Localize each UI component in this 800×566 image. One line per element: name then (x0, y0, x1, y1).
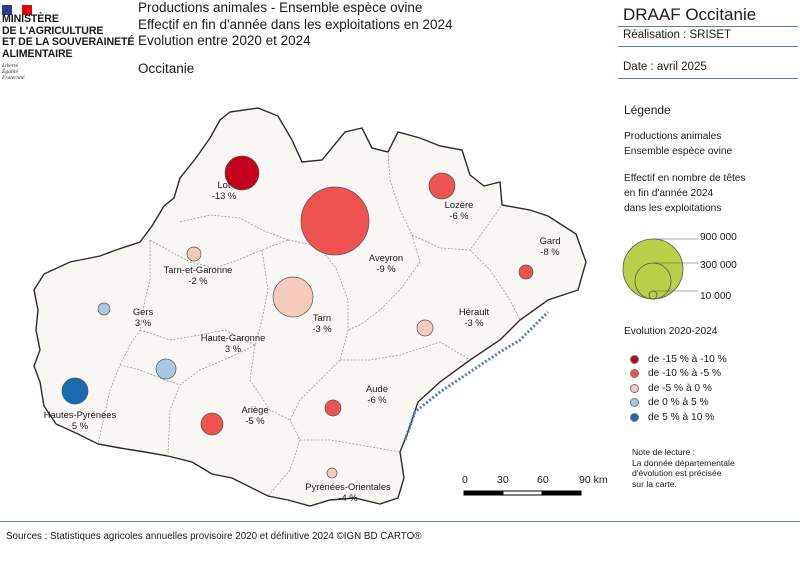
department-name: Gard (539, 235, 561, 246)
evolution-class-label: de -5 % à 0 % (648, 382, 712, 394)
evolution-class-item: de -15 % à -10 % (630, 353, 727, 365)
occitanie-map (33, 107, 587, 520)
department-evolution: 3 % (134, 317, 152, 328)
label-aude: Aude -6 % (366, 383, 388, 405)
divider (618, 26, 798, 27)
realisation-text: Réalisation : SRISET (623, 29, 732, 41)
evolution-class-label: de -10 % à -5 % (648, 368, 722, 379)
evolution-class-item: de -5 % à 0 % (630, 382, 712, 394)
evolution-class-label: de 0 % à 5 % (648, 397, 709, 408)
department-name: Haute-Garonne (200, 332, 266, 343)
department-name: Tarn-et-Garonne (163, 264, 233, 275)
legend-theme: Productions animales Ensemble espèce ovi… (624, 131, 733, 157)
department-evolution: -6 % (449, 210, 469, 221)
department-evolution: -8 % (540, 246, 560, 257)
proportional-circles (61, 155, 534, 479)
department-evolution: -5 % (245, 415, 265, 426)
circle-herault (416, 319, 434, 337)
circle-gers (97, 302, 111, 316)
evolution-swatch (630, 369, 639, 378)
region-name: Occitanie (138, 61, 195, 76)
department-evolution: -2 % (188, 275, 208, 286)
coastline (403, 310, 550, 441)
label-hautes-pyrenees: Hautes-Pyrénées 5 % (44, 409, 116, 431)
label-lozere: Lozère -6 % (445, 199, 474, 221)
circle-tarn-et-garonne (186, 246, 202, 262)
evolution-swatch (630, 398, 639, 407)
department-name: Aude (366, 383, 388, 394)
republic-motto: Liberté Égalité Fraternité (2, 63, 25, 81)
legend-title: Légende (624, 103, 671, 117)
label-herault: Hérault -3 % (459, 306, 489, 328)
evolution-class-item: de 5 % à 10 % (630, 411, 714, 423)
department-evolution: -6 % (367, 394, 387, 405)
department-name: Lot (217, 179, 231, 190)
label-tarn: Tarn -3 % (312, 312, 331, 334)
evolution-swatch (630, 383, 639, 393)
size-value: 900 000 (700, 232, 737, 243)
department-name: Pyrénées-Orientales (305, 481, 391, 492)
circle-gard (518, 264, 534, 280)
circle-ariege (200, 412, 224, 436)
evolution-swatch (630, 354, 639, 364)
label-tarn-et-garonne: Tarn-et-Garonne -2 % (164, 264, 233, 286)
evolution-class-label: de 5 % à 10 % (648, 411, 715, 423)
department-evolution: -13 % (211, 190, 237, 201)
department-evolution: -3 % (312, 323, 332, 334)
department-name: Ariège (241, 404, 269, 415)
reading-note: Note de lecture : La donnée départementa… (632, 447, 735, 489)
evolution-class-item: de 0 % à 5 % (630, 397, 709, 409)
ministry-name: MINISTÈRE DE L'AGRICULTURE ET DE LA SOUV… (2, 13, 135, 60)
circle-aveyron (300, 186, 370, 256)
department-evolution: 5 % (71, 420, 89, 431)
circle-aude (324, 399, 342, 417)
evolution-legend-title: Evolution 2020-2024 (624, 326, 718, 337)
ministry-logo: MINISTÈRE DE L'AGRICULTURE ET DE LA SOUV… (2, 2, 137, 84)
scale-label: 30 (497, 474, 509, 486)
scale-label: 90 km (579, 474, 608, 486)
size-value: 10 000 (700, 291, 732, 302)
department-name: Hérault (458, 306, 490, 317)
circle-pyrenees-orientales (326, 467, 338, 479)
department-evolution: -3 % (464, 317, 484, 328)
label-pyrenees-orientales: Pyrénées-Orientales -4 % (305, 481, 390, 503)
size-value: 300 000 (700, 260, 737, 271)
french-flag-icon (2, 2, 32, 15)
divider (618, 46, 798, 47)
date-text: Date : avril 2025 (623, 61, 707, 73)
organisation-name: DRAAF Occitanie (623, 5, 757, 24)
circle-hautes-pyrenees (61, 377, 89, 405)
department-evolution: -9 % (376, 263, 396, 274)
sources-text: Sources : Statistiques agricoles annuell… (6, 531, 422, 542)
label-aveyron: Aveyron -9 % (369, 252, 403, 274)
department-name: Hautes-Pyrénées (43, 409, 117, 420)
evolution-class-item: de -10 % à -5 % (630, 368, 721, 380)
scale-label: 60 (537, 474, 549, 486)
scale-bar (463, 490, 582, 496)
department-name: Lozère (444, 199, 474, 210)
scale-label: 0 (462, 474, 468, 486)
department-evolution: 3 % (224, 343, 242, 354)
circle-lot (224, 155, 260, 191)
label-gard: Gard -8 % (540, 235, 561, 257)
department-evolution: -4 % (338, 492, 358, 503)
divider (618, 78, 798, 79)
label-gers: Gers 3 % (133, 306, 153, 328)
label-lot: Lot -13 % (212, 179, 237, 201)
label-ariege: Ariège -5 % (241, 404, 268, 426)
circle-haute-garonne (155, 358, 177, 380)
department-name: Tarn (312, 312, 332, 323)
circle-tarn (272, 276, 314, 318)
evolution-swatch (630, 412, 639, 422)
legend-size-title: Effectif en nombre de têtes en fin d'ann… (624, 173, 746, 214)
label-haute-garonne: Haute-Garonne 3 % (201, 332, 266, 354)
map-title: Productions animales - Ensemble espèce o… (138, 0, 453, 48)
footer-divider (0, 521, 800, 522)
department-name: Aveyron (368, 252, 404, 263)
department-name: Gers (132, 306, 154, 317)
sea-area (405, 348, 520, 520)
evolution-class-label: de -15 % à -10 % (648, 353, 727, 365)
circle-lozere (428, 172, 456, 200)
size-legend-circles (622, 238, 698, 300)
